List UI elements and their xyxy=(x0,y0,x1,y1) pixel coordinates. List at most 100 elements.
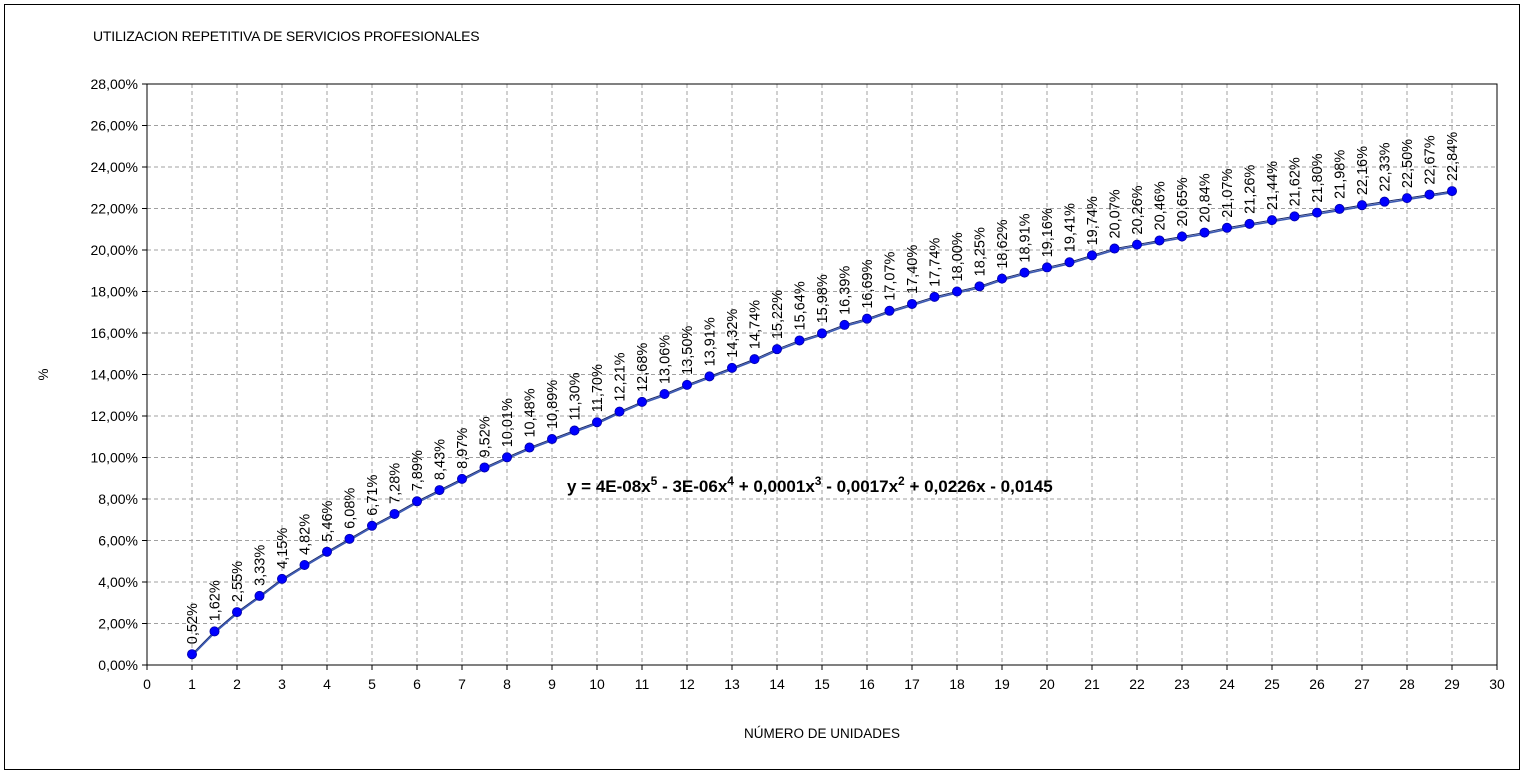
y-axis-title: % xyxy=(36,368,51,380)
data-point xyxy=(276,573,287,584)
data-point xyxy=(1154,235,1165,246)
data-label: 21,98% xyxy=(1333,150,1349,199)
data-label: 19,74% xyxy=(1085,196,1101,245)
data-label: 6,08% xyxy=(343,488,359,529)
data-label: 17,40% xyxy=(905,245,921,294)
data-point xyxy=(1402,193,1413,204)
x-tick-label: 16 xyxy=(859,676,875,692)
chart-frame: UTILIZACION REPETITIVA DE SERVICIOS PROF… xyxy=(4,4,1520,770)
data-label: 15,98% xyxy=(815,274,831,323)
data-point xyxy=(1357,200,1368,211)
data-label: 21,44% xyxy=(1265,161,1281,210)
x-tick-label: 27 xyxy=(1354,676,1370,692)
data-label: 19,16% xyxy=(1040,208,1056,257)
data-point xyxy=(209,626,220,637)
data-point xyxy=(569,425,580,436)
y-tick-label: 28,00% xyxy=(91,76,138,92)
data-label: 19,41% xyxy=(1063,203,1079,252)
data-label: 17,07% xyxy=(883,252,899,301)
data-labels: 0,52% 1,62% 2,55% 3,33% 4,15% 4,82% 5,46% 6,08%… xyxy=(185,132,1461,644)
data-label: 5,46% xyxy=(320,500,336,541)
data-point xyxy=(1447,186,1458,197)
data-point xyxy=(974,281,985,292)
data-point xyxy=(434,485,445,496)
x-tick-label: 18 xyxy=(949,676,965,692)
data-label: 14,74% xyxy=(748,300,764,349)
x-tick-label: 24 xyxy=(1219,676,1235,692)
data-label: 21,62% xyxy=(1288,157,1304,206)
y-tick-label: 20,00% xyxy=(91,242,138,258)
data-point xyxy=(794,335,805,346)
x-tick-label: 11 xyxy=(635,676,650,692)
data-point xyxy=(254,590,265,601)
x-axis-title: NÚMERO DE UNIDADES xyxy=(744,726,900,741)
data-point xyxy=(704,371,715,382)
y-tick-label: 4,00% xyxy=(98,574,138,590)
data-point xyxy=(1064,257,1075,268)
data-label: 9,52% xyxy=(478,416,494,457)
x-tick-label: 0 xyxy=(143,676,151,692)
data-label: 20,65% xyxy=(1175,177,1191,226)
data-point xyxy=(727,362,738,373)
x-tick-label: 19 xyxy=(994,676,1010,692)
data-label: 12,68% xyxy=(635,343,651,392)
data-label: 8,97% xyxy=(455,428,471,469)
data-point xyxy=(682,379,693,390)
data-label: 21,07% xyxy=(1220,169,1236,218)
data-point xyxy=(952,286,963,297)
data-point xyxy=(231,607,242,618)
data-point xyxy=(547,434,558,445)
data-label: 14,32% xyxy=(725,309,741,358)
x-tick-label: 2 xyxy=(233,676,241,692)
data-point xyxy=(501,452,512,463)
data-label: 18,62% xyxy=(995,219,1011,268)
data-label: 20,84% xyxy=(1198,173,1214,222)
data-label: 4,15% xyxy=(275,528,291,569)
data-point xyxy=(1379,196,1390,207)
data-point xyxy=(997,273,1008,284)
data-point xyxy=(456,473,467,484)
x-tick-label: 6 xyxy=(413,676,421,692)
data-point xyxy=(1222,222,1233,233)
data-point xyxy=(772,344,783,355)
data-label: 18,25% xyxy=(973,227,989,276)
data-label: 4,82% xyxy=(298,514,314,555)
data-point xyxy=(1289,211,1300,222)
chart-title: UTILIZACION REPETITIVA DE SERVICIOS PROF… xyxy=(93,28,480,44)
data-label: 10,89% xyxy=(545,380,561,429)
data-label: 0,52% xyxy=(185,603,201,644)
data-point xyxy=(839,319,850,330)
x-tick-label: 5 xyxy=(368,676,376,692)
x-tick-label: 17 xyxy=(904,676,920,692)
data-point xyxy=(1087,250,1098,261)
data-point xyxy=(1244,218,1255,229)
x-tick-label: 28 xyxy=(1399,676,1415,692)
x-tick-label: 4 xyxy=(323,676,331,692)
x-tick-label: 14 xyxy=(769,676,785,692)
data-label: 10,48% xyxy=(523,388,539,437)
y-tick-label: 8,00% xyxy=(98,491,138,507)
data-series xyxy=(186,186,1458,660)
data-label: 15,22% xyxy=(770,290,786,339)
data-label: 15,64% xyxy=(793,281,809,330)
data-point xyxy=(1109,243,1120,254)
data-point xyxy=(299,559,310,570)
x-tick-label: 12 xyxy=(679,676,695,692)
data-point xyxy=(614,406,625,417)
data-label: 20,26% xyxy=(1130,185,1146,234)
trendline-equation: y = 4E-08x5 - 3E-06x4 + 0,0001x3 - 0,001… xyxy=(567,474,1053,496)
y-tick-label: 6,00% xyxy=(98,533,138,549)
data-label: 22,67% xyxy=(1423,135,1439,184)
data-label: 8,43% xyxy=(433,439,449,480)
y-tick-label: 0,00% xyxy=(98,657,138,673)
axes: 0 1 2 3 4 5 6 7 8 9 10 11 12 13 14 15 16 17 18 19 20 21 22 23 24… xyxy=(91,76,1505,692)
data-label: 20,07% xyxy=(1108,189,1124,238)
x-tick-label: 21 xyxy=(1084,676,1100,692)
x-tick-label: 29 xyxy=(1444,676,1460,692)
data-label: 11,70% xyxy=(590,364,606,412)
data-label: 10,01% xyxy=(500,398,516,447)
x-tick-label: 22 xyxy=(1129,676,1145,692)
data-point xyxy=(389,508,400,519)
data-point xyxy=(1177,231,1188,242)
